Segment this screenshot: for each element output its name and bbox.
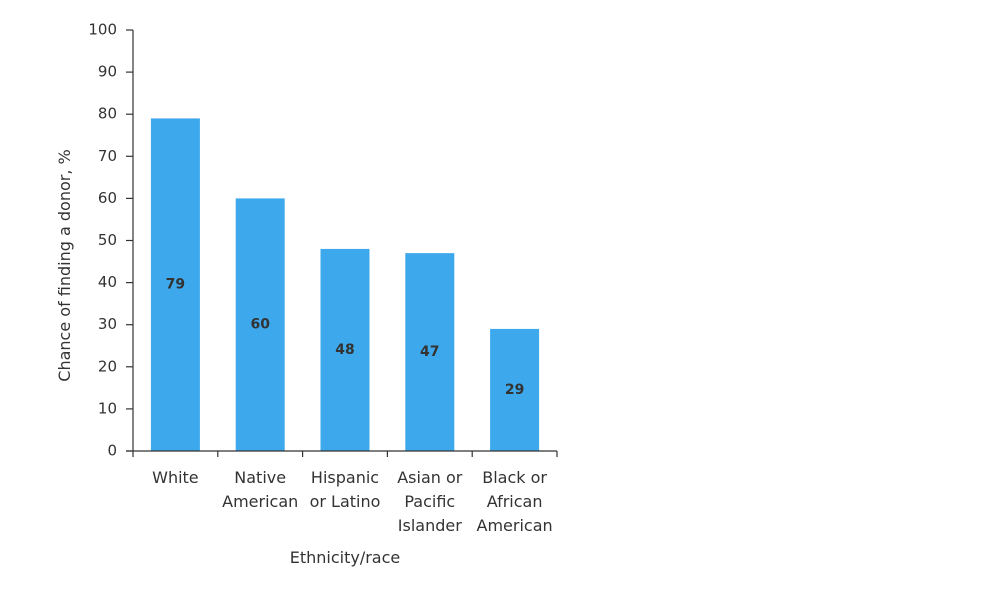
y-tick-label-9: 90 xyxy=(98,63,117,81)
x-tick-label-line: American xyxy=(222,492,298,511)
x-tick-label-line: Black or xyxy=(482,468,547,487)
x-tick-label-line: Islander xyxy=(398,516,462,535)
data-label-3: 47 xyxy=(420,344,439,360)
x-tick-label-line: Hispanic xyxy=(311,468,379,487)
bar-1 xyxy=(235,198,285,451)
x-tick-label-0: White xyxy=(152,468,199,487)
x-tick-label-line: American xyxy=(477,516,553,535)
y-tick-label-8: 80 xyxy=(98,105,117,123)
data-label-1: 60 xyxy=(250,317,270,333)
bars-layer xyxy=(150,118,540,451)
x-tick-label-line: Asian or xyxy=(397,468,463,487)
x-axis-title: Ethnicity/race xyxy=(290,548,401,567)
y-tick-label-7: 70 xyxy=(98,147,117,165)
y-tick-label-10: 100 xyxy=(88,21,117,39)
bar-4 xyxy=(490,328,540,451)
x-tick-label-4: Black or African American xyxy=(477,468,553,535)
x-tick-label-2: Hispanic or Latino xyxy=(310,468,381,511)
data-label-0: 79 xyxy=(166,277,185,293)
x-tick-label-line: White xyxy=(152,468,199,487)
x-tick-label-3: Asian or Pacific Islander xyxy=(397,468,463,535)
x-tick-label-1: Native American xyxy=(222,468,298,511)
data-label-2: 48 xyxy=(335,342,354,358)
y-tick-label-1: 10 xyxy=(98,399,117,417)
y-tick-label-4: 40 xyxy=(98,273,117,291)
x-tick-label-line: Pacific xyxy=(404,492,455,511)
y-tick-label-5: 50 xyxy=(98,231,117,249)
bar-3 xyxy=(405,253,455,451)
y-tick-label-3: 30 xyxy=(98,315,117,333)
y-tick-label-2: 20 xyxy=(98,357,117,375)
x-tick-label-line: or Latino xyxy=(310,492,381,511)
x-tick-label-line: Native xyxy=(234,468,286,487)
bar-2 xyxy=(320,248,370,451)
x-tick-label-line: African xyxy=(487,492,543,511)
axes-layer: White Native American Hispanic or Latino Asia… xyxy=(88,21,558,535)
data-labels-layer: 79 60 48 47 29 xyxy=(166,277,525,398)
bar-0 xyxy=(150,118,200,451)
y-tick-label-0: 0 xyxy=(107,442,117,460)
data-label-4: 29 xyxy=(505,382,524,398)
y-axis-title: Chance of finding a donor, % xyxy=(55,149,74,381)
y-tick-label-6: 60 xyxy=(98,189,117,207)
